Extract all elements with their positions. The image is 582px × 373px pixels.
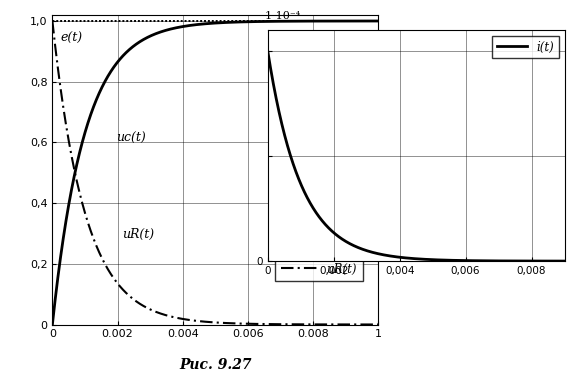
Text: uR(t): uR(t) [122, 228, 155, 241]
Legend: uc(t), e(t), uR(t): uc(t), e(t), uR(t) [275, 221, 363, 282]
Text: e(t): e(t) [61, 32, 83, 45]
Text: 1 10⁻⁴: 1 10⁻⁴ [265, 10, 300, 21]
Text: Рис. 9.27: Рис. 9.27 [179, 358, 251, 372]
Legend: i(t): i(t) [492, 36, 559, 58]
Text: uc(t): uc(t) [116, 132, 146, 145]
